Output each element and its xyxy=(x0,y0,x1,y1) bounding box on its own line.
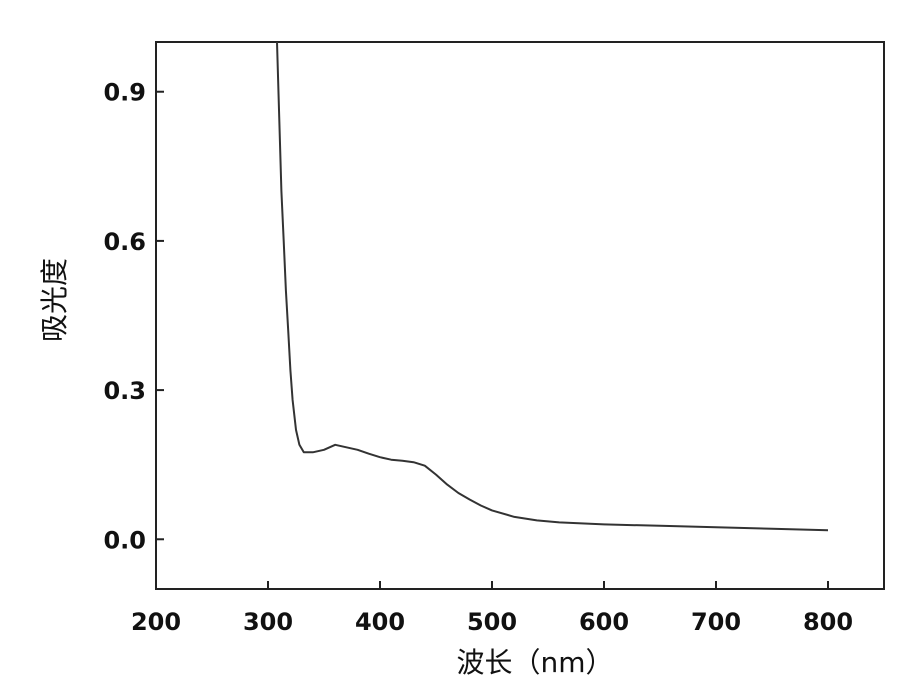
x-tick-label: 700 xyxy=(691,608,741,636)
x-tick-label: 500 xyxy=(467,608,517,636)
x-tick-label: 400 xyxy=(355,608,405,636)
plot-frame xyxy=(155,41,885,590)
x-tick-label: 300 xyxy=(243,608,293,636)
y-axis-title: 吸光度 xyxy=(38,258,71,342)
x-tick-label: 200 xyxy=(131,608,181,636)
y-tick-label: 0.9 xyxy=(103,79,146,107)
absorbance-series-line xyxy=(276,41,829,532)
y-tick-label: 0.3 xyxy=(103,377,146,405)
y-axis: 0.0 0.3 0.6 0.9 xyxy=(103,79,164,554)
y-tick-label: 0.6 xyxy=(103,228,146,256)
x-tick-label: 800 xyxy=(803,608,853,636)
y-tick-label: 0.0 xyxy=(103,526,146,554)
x-axis: 200 300 400 500 600 700 800 xyxy=(131,581,853,636)
x-tick-label: 600 xyxy=(579,608,629,636)
x-axis-title: 波长（nm） xyxy=(456,646,613,679)
series-layer xyxy=(276,41,829,532)
